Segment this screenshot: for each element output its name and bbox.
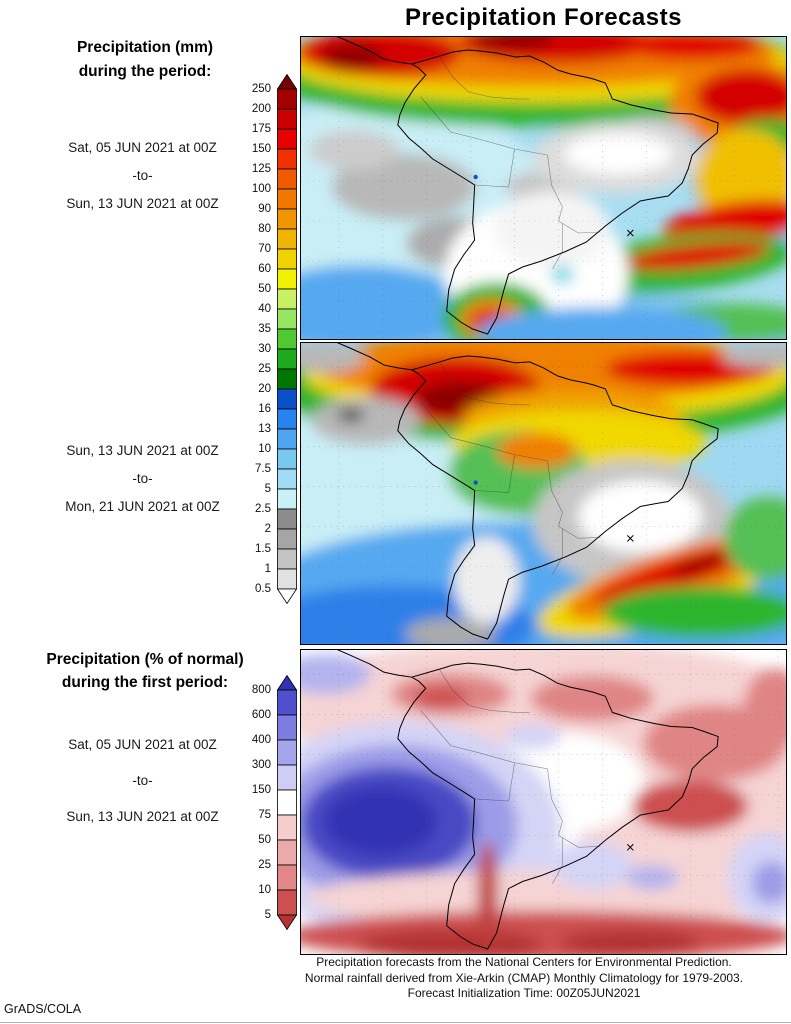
- colorbar-percent-labels: 800 600 400 300 150 75 50 25 10 5: [226, 675, 271, 930]
- country-borders: [420, 669, 613, 884]
- map-marker: [626, 229, 634, 237]
- period1-end: Sun, 13 JUN 2021 at 00Z: [66, 196, 219, 211]
- colorbar-tick-label: 300: [251, 759, 271, 771]
- period3-dates: Sat, 05 JUN 2021 at 00Z -to- Sun, 13 JUN…: [0, 727, 285, 835]
- mm-heading-line2: during the period:: [78, 63, 212, 80]
- graticule: [301, 650, 786, 954]
- map-marker: [626, 535, 634, 542]
- mm-heading: Precipitation (mm) during the period:: [0, 36, 290, 84]
- colorbar-mm-labels: 250 200 175 150 125 100 90 80 70 60 50 40 35 30 25 20 16…: [226, 74, 271, 604]
- colorbar-tick-label: 13: [258, 423, 271, 435]
- colorbar-tick-label: 10: [258, 884, 271, 896]
- mm-heading-line1: Precipitation (mm): [76, 39, 214, 56]
- page-title: Precipitation Forecasts: [405, 4, 682, 31]
- map-panel-precip-mm-period2: [300, 342, 787, 645]
- colorbar-tick-label: 80: [258, 223, 271, 235]
- colorbar-tick-label: 70: [258, 243, 271, 255]
- period3-end: Sun, 13 JUN 2021 at 00Z: [66, 809, 219, 824]
- graticule: [301, 343, 786, 644]
- colorbar-tick-label: 800: [251, 684, 271, 696]
- pct-heading-line2: during the first period:: [61, 674, 229, 691]
- colorbar-tick-label: 10: [258, 443, 271, 455]
- period3-start: Sat, 05 JUN 2021 at 00Z: [68, 737, 217, 752]
- map-svg-period2: [301, 343, 786, 644]
- period2-end: Mon, 21 JUN 2021 at 00Z: [65, 499, 220, 514]
- grads-credit: GrADS/COLA: [4, 1002, 82, 1016]
- colorbar-tick-label: 150: [251, 143, 271, 155]
- colorbar-tick-label: 25: [258, 363, 271, 375]
- footer-line-1: Precipitation forecasts from the Nationa…: [316, 955, 732, 969]
- precip-field: [301, 37, 786, 339]
- colorbar-mm: [276, 73, 298, 609]
- colorbar-tick-label: 5: [264, 483, 271, 495]
- colorbar-tick-label: 90: [258, 203, 271, 215]
- colorbar-tick-label: 150: [251, 784, 271, 796]
- coastline: [336, 37, 719, 335]
- colorbar-tick-label: 16: [258, 403, 271, 415]
- period2-separator: -to-: [132, 471, 153, 486]
- period1-dates: Sat, 05 JUN 2021 at 00Z -to- Sun, 13 JUN…: [0, 134, 285, 218]
- colorbar-tick-label: 125: [251, 163, 271, 175]
- period2-start: Sun, 13 JUN 2021 at 00Z: [66, 443, 219, 458]
- colorbar-tick-label: 250: [251, 83, 271, 95]
- colorbar-tick-label: 50: [258, 834, 271, 846]
- period2-dates: Sun, 13 JUN 2021 at 00Z -to- Mon, 21 JUN…: [0, 437, 285, 521]
- pct-heading-line1: Precipitation (% of normal): [46, 651, 244, 668]
- map-marker: [626, 843, 634, 851]
- period1-start: Sat, 05 JUN 2021 at 00Z: [68, 140, 217, 155]
- colorbar-tick-label: 100: [251, 183, 271, 195]
- country-borders: [420, 56, 613, 270]
- colorbar-mm-svg: [276, 73, 298, 605]
- footer-notes: Precipitation forecasts from the Nationa…: [260, 955, 788, 1002]
- period3-separator: -to-: [132, 773, 153, 788]
- period1-separator: -to-: [132, 168, 153, 183]
- colorbar-tick-label: 35: [258, 323, 271, 335]
- colorbar-tick-label: 50: [258, 283, 271, 295]
- colorbar-tick-label: 60: [258, 263, 271, 275]
- colorbar-tick-label: 2: [264, 523, 271, 535]
- coastline: [336, 650, 719, 950]
- colorbar-tick-label: 30: [258, 343, 271, 355]
- colorbar-tick-label: 1: [264, 563, 271, 575]
- colorbar-tick-label: 20: [258, 383, 271, 395]
- colorbar-tick-label: 200: [251, 103, 271, 115]
- colorbar-tick-label: 2.5: [255, 503, 271, 515]
- bottom-edge-line: [0, 1022, 791, 1023]
- colorbar-tick-label: 25: [258, 859, 271, 871]
- colorbar-tick-label: 175: [251, 123, 271, 135]
- colorbar-tick-label: 0.5: [255, 583, 271, 595]
- footer-line-2: Normal rainfall derived from Xie-Arkin (…: [304, 970, 744, 985]
- coastline: [336, 343, 719, 640]
- colorbar-tick-label: 5: [264, 909, 271, 921]
- colorbar-tick-label: 75: [258, 809, 271, 821]
- footer-line-3: Forecast Initialization Time: 00Z05JUN20…: [407, 986, 641, 1000]
- lake-titicaca: [473, 480, 478, 485]
- map-panel-percent-of-normal: [300, 649, 787, 955]
- graticule: [301, 37, 786, 339]
- map-panel-precip-mm-period1: [300, 36, 787, 340]
- colorbar-percent-svg: [276, 674, 298, 931]
- lake-titicaca: [473, 174, 478, 180]
- map-svg-percent: [301, 650, 786, 954]
- precip-field: [301, 343, 786, 644]
- colorbar-tick-label: 600: [251, 709, 271, 721]
- precip-field: [301, 650, 786, 954]
- colorbar-tick-label: 40: [258, 303, 271, 315]
- colorbar-tick-label: 400: [251, 734, 271, 746]
- pct-heading: Precipitation (% of normal) during the f…: [0, 648, 290, 694]
- colorbar-tick-label: 1.5: [255, 543, 271, 555]
- colorbar-percent: [276, 674, 298, 935]
- colorbar-tick-label: 7.5: [255, 463, 271, 475]
- map-svg-period1: [301, 37, 786, 339]
- country-borders: [420, 362, 613, 575]
